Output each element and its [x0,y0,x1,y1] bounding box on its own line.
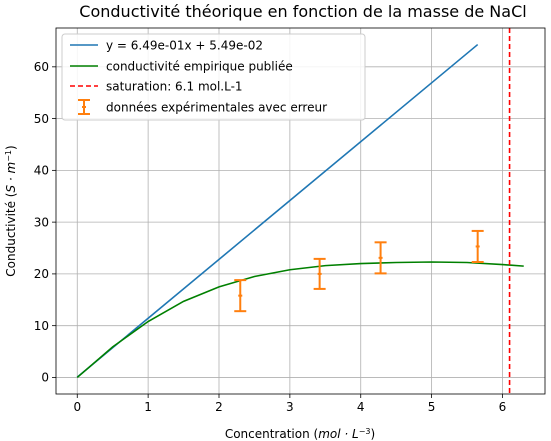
y-tick-label: 40 [34,164,49,178]
errorbar-point [374,241,387,275]
y-axis-label: Conductivité (S · m−1) [4,145,19,276]
y-tick-label: 60 [34,60,49,74]
legend: y = 6.49e-01x + 5.49e-02 conductivité em… [61,33,366,121]
legend-label-saturation: saturation: 6.1 mol.L-1 [106,80,243,94]
legend-label-experimental: données expérimentales avec erreur [106,101,327,115]
errorbar-point [234,279,247,313]
errorbar-point [313,257,326,290]
series-layer [76,28,524,394]
plot-frame [55,27,546,395]
y-tick-label: 0 [41,371,49,385]
x-axis-label: Concentration (mol · L−3) [225,427,375,441]
x-tick-label: 1 [144,400,152,414]
x-axis: 0 1 2 3 4 5 6 [73,394,506,414]
series-line-1 [76,261,524,379]
x-tick-label: 4 [357,400,365,414]
series-line-0 [76,43,479,378]
legend-label-fit: y = 6.49e-01x + 5.49e-02 [106,39,263,53]
x-tick-label: 5 [428,400,436,414]
y-tick-label: 20 [34,267,49,281]
x-tick-label: 3 [286,400,294,414]
legend-label-empirical: conductivité empirique publiée [106,60,293,74]
legend-box [61,33,366,121]
chart-title: Conductivité théorique en fonction de la… [79,2,526,21]
errorbar-point [471,229,484,263]
y-axis: 0 10 20 30 40 50 60 [34,60,56,385]
y-tick-label: 10 [34,319,49,333]
x-tick-label: 6 [499,400,507,414]
x-tick-label: 0 [73,400,81,414]
x-tick-label: 2 [215,400,223,414]
y-tick-label: 50 [34,112,49,126]
y-tick-label: 30 [34,215,49,229]
legend-marker-errorbar [78,99,90,115]
